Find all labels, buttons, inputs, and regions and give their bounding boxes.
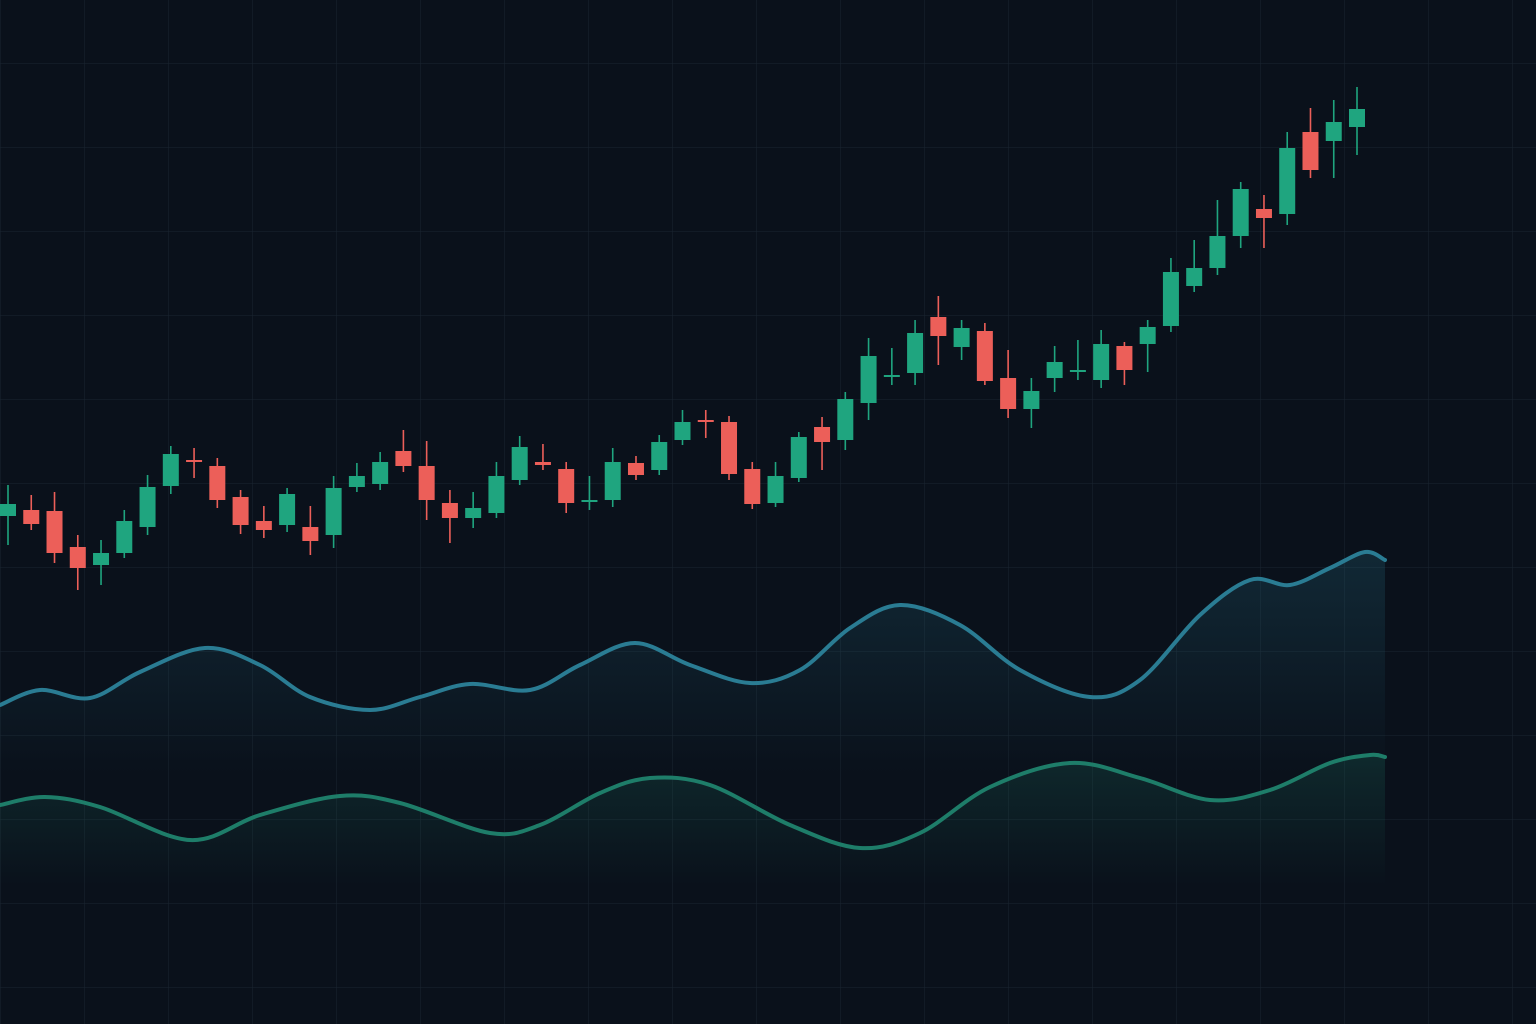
area-line — [0, 752, 1387, 851]
candle-body — [674, 422, 691, 440]
candle-body — [232, 497, 249, 525]
candle-body — [627, 463, 644, 475]
candle-body — [255, 521, 272, 530]
candle-body — [1209, 236, 1226, 268]
candle-body — [395, 451, 412, 466]
candle-body — [1093, 344, 1110, 380]
candle-body — [418, 466, 435, 500]
candle-body — [1302, 132, 1319, 170]
candle-body — [930, 317, 947, 336]
candle-body — [325, 488, 342, 535]
candle-body — [1232, 189, 1249, 236]
candle-body — [651, 442, 668, 470]
candle-body — [46, 511, 63, 553]
candle-body — [883, 375, 900, 377]
candle-body — [860, 356, 877, 403]
candle-body — [162, 454, 179, 486]
candle-body — [721, 422, 738, 474]
candle-body — [790, 437, 807, 478]
candle-body — [209, 466, 226, 500]
candle-body — [1046, 362, 1063, 378]
candle-body — [1325, 122, 1342, 141]
candle-body — [534, 462, 551, 465]
candle-body — [1162, 272, 1179, 326]
candle-body — [139, 487, 156, 527]
candle-body — [558, 469, 575, 503]
candle-body — [744, 469, 761, 504]
candle-body — [1000, 378, 1017, 409]
candle-body — [604, 462, 621, 500]
candle-body — [697, 420, 714, 422]
candle-body — [1139, 327, 1156, 344]
candle-body — [93, 553, 110, 565]
candle-body — [302, 527, 319, 541]
area-fill — [0, 754, 1385, 886]
candle-body — [1186, 268, 1203, 286]
candle-body — [488, 476, 505, 513]
candle-body — [69, 547, 86, 568]
candle-body — [767, 476, 784, 503]
candle-body — [1349, 109, 1365, 127]
candle-body — [23, 510, 40, 524]
candle-body — [814, 427, 831, 442]
candle-body — [348, 476, 365, 487]
candle-body — [837, 399, 854, 440]
candle-body — [116, 521, 133, 553]
candle-body — [1255, 209, 1272, 218]
candle-body — [953, 328, 970, 347]
candle-body — [372, 462, 389, 484]
candle-body — [186, 460, 203, 462]
candle-body — [1069, 370, 1086, 372]
candle-body — [907, 333, 924, 373]
area-fill — [0, 551, 1385, 774]
candle-body — [441, 503, 458, 518]
candle-body — [1116, 346, 1133, 370]
candle-body — [976, 331, 993, 381]
candle-body — [0, 504, 16, 516]
area-line — [0, 549, 1387, 713]
candle-body — [1279, 148, 1296, 214]
candle-body — [465, 508, 482, 518]
candle-body — [581, 500, 598, 502]
candle-body — [511, 447, 528, 480]
candle-body — [1023, 391, 1040, 409]
candle-body — [279, 494, 296, 525]
